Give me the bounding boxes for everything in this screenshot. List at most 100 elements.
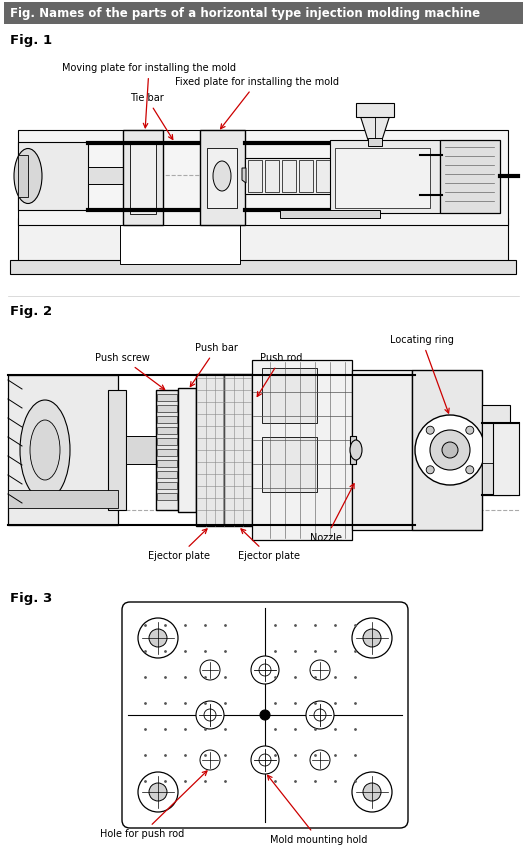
Bar xyxy=(224,374,252,526)
Bar xyxy=(108,390,126,510)
Text: Nozzle: Nozzle xyxy=(310,483,354,543)
Bar xyxy=(265,160,279,192)
Text: Locating ring: Locating ring xyxy=(390,335,454,413)
Text: Fig. 3: Fig. 3 xyxy=(10,592,52,605)
Circle shape xyxy=(426,427,434,434)
Bar xyxy=(316,160,330,192)
Text: Push rod: Push rod xyxy=(257,353,302,396)
Bar xyxy=(368,138,382,146)
Circle shape xyxy=(251,656,279,684)
Circle shape xyxy=(259,754,271,766)
Circle shape xyxy=(149,629,167,647)
Circle shape xyxy=(430,430,470,470)
Text: Ejector plate: Ejector plate xyxy=(238,529,300,561)
Bar xyxy=(123,130,163,225)
Polygon shape xyxy=(360,115,390,140)
Circle shape xyxy=(149,783,167,801)
Circle shape xyxy=(363,783,381,801)
Circle shape xyxy=(259,664,271,676)
Bar xyxy=(482,405,510,495)
Bar xyxy=(88,167,123,184)
Bar xyxy=(156,390,178,510)
Circle shape xyxy=(306,701,334,729)
Bar xyxy=(157,482,177,489)
Bar xyxy=(157,405,177,412)
Text: Hole for push rod: Hole for push rod xyxy=(100,771,207,839)
Bar xyxy=(330,140,440,213)
Circle shape xyxy=(138,618,178,658)
Circle shape xyxy=(426,466,434,474)
Text: Tie bar: Tie bar xyxy=(130,93,173,139)
Bar xyxy=(200,130,245,225)
Bar xyxy=(350,436,356,464)
Polygon shape xyxy=(242,168,246,183)
Circle shape xyxy=(196,701,224,729)
Bar xyxy=(440,140,500,213)
Circle shape xyxy=(352,772,392,812)
Bar xyxy=(299,160,313,192)
Circle shape xyxy=(363,629,381,647)
Circle shape xyxy=(415,415,485,485)
Text: Fig. 2: Fig. 2 xyxy=(10,305,52,318)
Circle shape xyxy=(442,442,458,458)
Ellipse shape xyxy=(20,400,70,500)
Bar xyxy=(252,360,352,540)
Circle shape xyxy=(138,772,178,812)
Circle shape xyxy=(204,709,216,721)
Text: Fixed plate for installing the mold: Fixed plate for installing the mold xyxy=(175,77,339,129)
Bar xyxy=(157,471,177,478)
Bar xyxy=(8,375,118,525)
Text: Push bar: Push bar xyxy=(190,343,238,386)
Circle shape xyxy=(251,746,279,774)
Circle shape xyxy=(466,427,474,434)
Bar xyxy=(248,160,262,192)
Bar xyxy=(262,368,317,423)
Bar xyxy=(120,222,240,264)
Bar xyxy=(482,463,510,495)
Bar xyxy=(178,388,196,512)
Ellipse shape xyxy=(14,149,42,204)
Bar xyxy=(18,218,508,268)
Circle shape xyxy=(310,660,330,680)
Text: Moving plate for installing the mold: Moving plate for installing the mold xyxy=(62,63,236,128)
Bar xyxy=(157,416,177,423)
Text: Fig. Names of the parts of a horizontal type injection molding machine: Fig. Names of the parts of a horizontal … xyxy=(10,7,480,20)
Bar xyxy=(157,427,177,434)
Ellipse shape xyxy=(350,440,362,460)
Bar xyxy=(207,148,237,208)
Bar xyxy=(130,142,156,214)
Bar xyxy=(157,438,177,445)
Bar xyxy=(10,260,516,274)
Bar xyxy=(196,374,224,526)
Bar xyxy=(157,449,177,456)
Circle shape xyxy=(260,710,270,720)
Ellipse shape xyxy=(30,420,60,480)
Bar xyxy=(18,130,508,225)
Bar xyxy=(493,423,519,495)
Circle shape xyxy=(310,750,330,770)
Ellipse shape xyxy=(213,161,231,191)
Bar xyxy=(335,148,430,208)
Bar xyxy=(4,2,523,24)
Bar xyxy=(412,370,482,530)
Bar xyxy=(356,103,394,117)
Bar xyxy=(245,158,335,194)
Circle shape xyxy=(200,660,220,680)
Bar xyxy=(280,210,380,218)
Circle shape xyxy=(352,618,392,658)
Bar xyxy=(18,142,88,210)
Text: Ejector plate: Ejector plate xyxy=(148,529,210,561)
Circle shape xyxy=(200,750,220,770)
Bar xyxy=(126,436,156,464)
Bar xyxy=(18,155,28,197)
Circle shape xyxy=(466,466,474,474)
Bar xyxy=(157,460,177,467)
Text: Push screw: Push screw xyxy=(95,353,164,390)
Bar xyxy=(157,493,177,500)
Bar xyxy=(352,370,412,530)
Bar xyxy=(157,394,177,401)
Bar xyxy=(8,490,118,508)
Bar xyxy=(282,160,296,192)
Circle shape xyxy=(314,709,326,721)
Bar xyxy=(262,437,317,492)
